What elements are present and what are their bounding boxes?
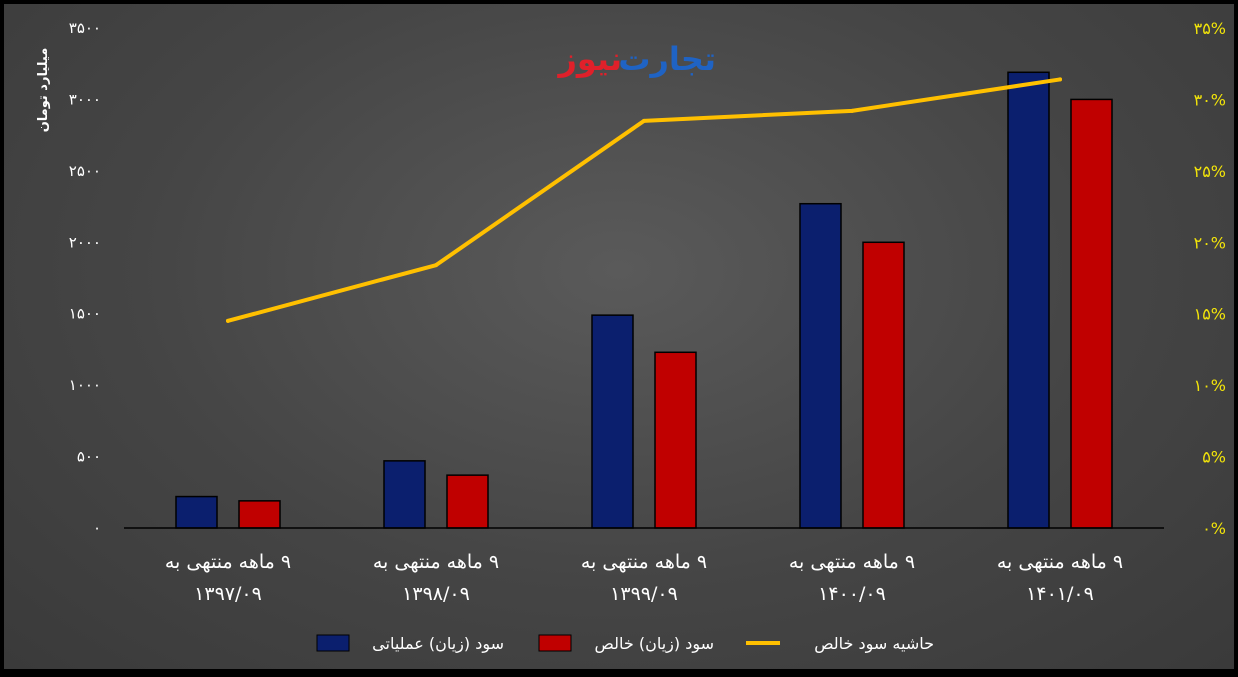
category-label: ۹ ماهه منتهی به [373, 551, 499, 573]
chart: تجارت نیوز میلیارد تومان ۰ ۵۰۰ ۱۰۰۰ ۱۵۰۰ ۲۰۰… [36, 19, 1226, 654]
left-axis-ticks: ۰ ۵۰۰ ۱۰۰۰ ۱۵۰۰ ۲۰۰۰ ۲۵۰۰ ۳۰۰۰ ۳۵۰۰ [69, 19, 101, 537]
right-axis-ticks: ۰% ۵% ۱۰% ۱۵% ۲۰% ۲۵% ۳۰% ۳۵% [1194, 19, 1226, 538]
margin-point [1058, 77, 1062, 82]
bar-operating-profit [591, 314, 634, 529]
left-tick-label: ۲۵۰۰ [69, 162, 101, 180]
right-tick-label: ۲۰% [1194, 233, 1226, 252]
left-tick-label: ۰ [93, 519, 101, 537]
right-tick-label: ۵% [1202, 448, 1226, 467]
category-label: ۱۳۹۷/۰۹ [194, 583, 262, 605]
legend-label: سود (زیان) خالص [595, 634, 715, 654]
right-tick-label: ۲۵% [1194, 162, 1226, 181]
legend-label: حاشیه سود خالص [814, 634, 934, 654]
bar-operating-profit [799, 202, 842, 529]
left-tick-label: ۳۰۰۰ [69, 90, 101, 108]
bar-net-profit [238, 500, 281, 529]
category-label: ۹ ماهه منتهی به [165, 551, 291, 573]
right-tick-label: ۰% [1202, 519, 1226, 538]
left-tick-label: ۳۵۰۰ [69, 19, 101, 37]
legend-swatch [538, 634, 572, 652]
margin-line [226, 77, 1062, 323]
logo-part-1: تجارت [618, 40, 716, 78]
left-tick-label: ۵۰۰ [77, 448, 101, 466]
logo: تجارت نیوز [556, 40, 716, 78]
margin-point [642, 118, 646, 123]
left-tick-label: ۱۰۰۰ [69, 376, 101, 394]
margin-point [226, 318, 230, 323]
category-label: ۱۴۰۱/۰۹ [1026, 583, 1094, 605]
bar-net-profit [446, 474, 489, 529]
bar-net-profit [654, 351, 697, 529]
bars [175, 71, 1113, 529]
category-labels: ۹ ماهه منتهی به ۱۳۹۷/۰۹ ۹ ماهه منتهی به ۱۳۹… [165, 551, 1123, 605]
category-label: ۱۴۰۰/۰۹ [818, 583, 886, 605]
legend-swatch [316, 634, 350, 652]
left-tick-label: ۲۰۰۰ [69, 233, 101, 251]
category-label: ۱۳۹۹/۰۹ [610, 583, 678, 605]
logo-part-2: نیوز [556, 40, 622, 78]
category-label: ۱۳۹۸/۰۹ [402, 583, 470, 605]
margin-line-series [226, 77, 1062, 323]
bar-operating-profit [383, 460, 426, 529]
right-tick-label: ۳۰% [1194, 90, 1226, 109]
bar-operating-profit [175, 495, 218, 529]
right-tick-label: ۳۵% [1194, 19, 1226, 38]
margin-point [850, 108, 854, 113]
category-label: ۹ ماهه منتهی به [997, 551, 1123, 573]
bar-operating-profit [1007, 71, 1050, 529]
margin-point [434, 263, 438, 268]
legend: سود (زیان) عملیاتی سود (زیان) خالص حاشیه س… [316, 634, 934, 654]
bar-net-profit [862, 241, 905, 529]
right-tick-label: ۱۵% [1194, 305, 1226, 324]
legend-label: سود (زیان) عملیاتی [372, 634, 504, 654]
category-label: ۹ ماهه منتهی به [581, 551, 707, 573]
right-tick-label: ۱۰% [1194, 376, 1226, 395]
bar-net-profit [1070, 98, 1113, 529]
category-label: ۹ ماهه منتهی به [789, 551, 915, 573]
y-axis-title: میلیارد تومان [36, 48, 51, 133]
left-tick-label: ۱۵۰۰ [69, 305, 101, 323]
